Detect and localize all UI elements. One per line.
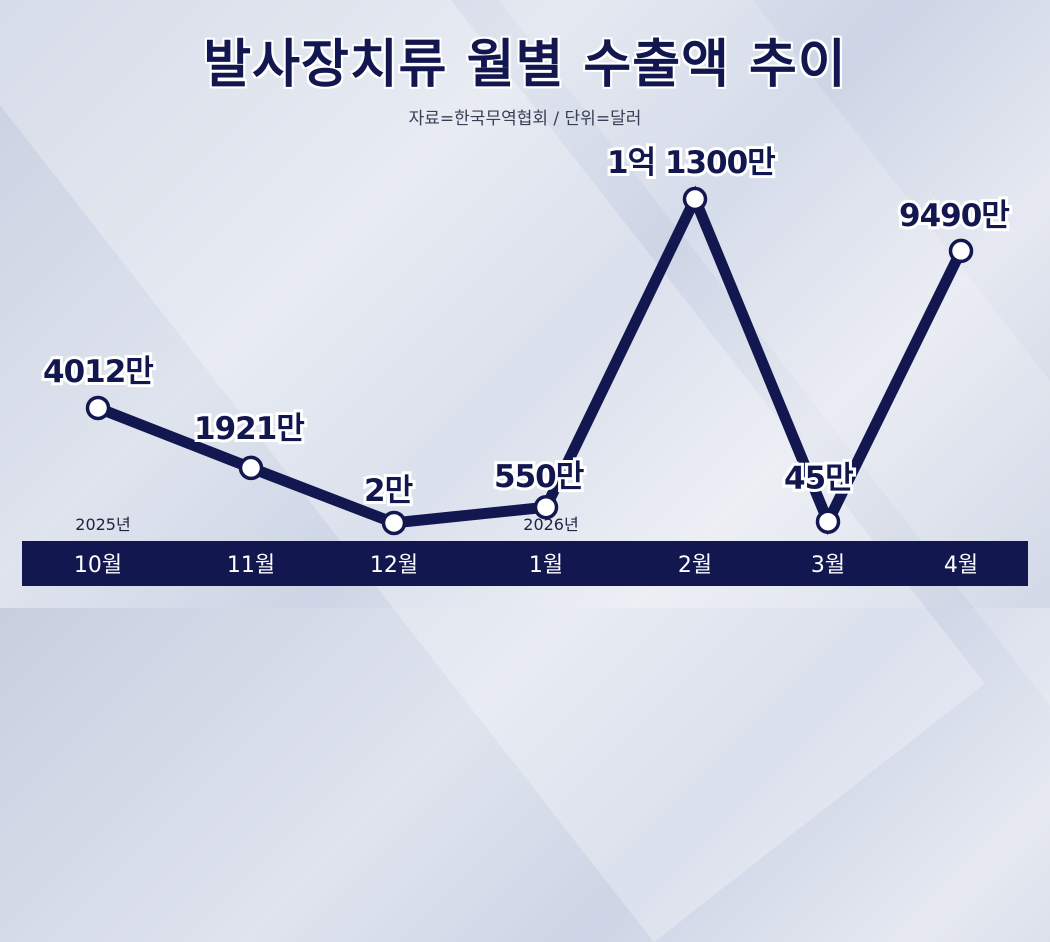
data-point [533, 494, 559, 520]
data-point [948, 238, 974, 264]
data-point [85, 395, 111, 421]
category-label: 4월 [944, 553, 978, 578]
source-note: 자료=한국무역협회 / 단위=달러 [408, 109, 642, 129]
category-axis-bar [22, 541, 1028, 586]
data-point [682, 186, 708, 212]
data-point [381, 510, 407, 536]
line-chart: 4012만 1921만 2만 550만 1억 1300만 45만 9490만 10월 11월 12… [22, 145, 1028, 586]
value-label: 9490만 [899, 198, 1009, 234]
category-label: 12월 [370, 553, 418, 578]
data-point [238, 455, 264, 481]
value-label: 2만 [364, 473, 413, 509]
value-label: 1921만 [194, 411, 304, 447]
chart-title: 발사장치류 월별 수출액 추이 [203, 35, 847, 95]
category-label: 11월 [227, 553, 275, 578]
value-label: 45만 [784, 461, 853, 497]
category-label: 1월 [529, 553, 563, 578]
category-label: 3월 [811, 553, 845, 578]
value-label: 1억 1300만 [607, 145, 775, 181]
value-label: 550만 [494, 459, 584, 495]
data-point [815, 509, 841, 534]
year-label: 2025년 [75, 515, 130, 534]
value-label: 4012만 [43, 354, 153, 390]
category-label: 2월 [678, 553, 712, 578]
year-label: 2026년 [523, 515, 578, 534]
category-label: 10월 [74, 553, 122, 578]
